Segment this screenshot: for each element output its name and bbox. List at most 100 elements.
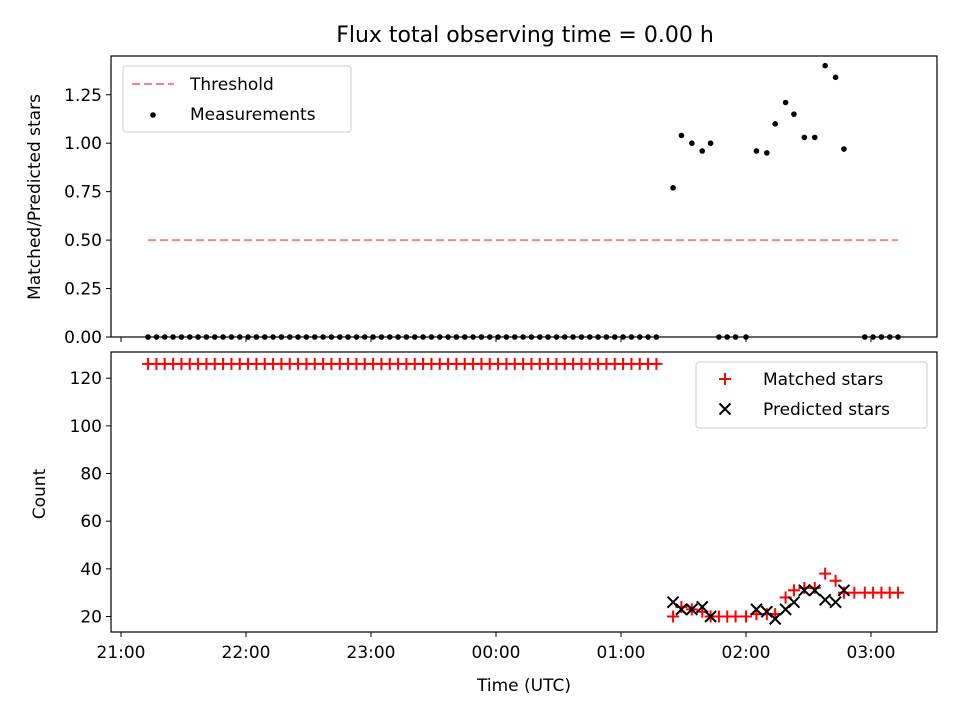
- measurement-point: [311, 334, 318, 340]
- measurement-point: [378, 334, 385, 340]
- measurement-point: [253, 334, 260, 340]
- count-legend: Matched stars Predicted stars: [695, 361, 928, 429]
- predicted-star-point: [818, 593, 832, 607]
- matched-legend-label: Matched stars: [763, 370, 883, 390]
- count-y-tick-label: 40: [80, 560, 102, 580]
- measurement-point: [645, 334, 651, 340]
- measurement-point: [611, 334, 618, 340]
- ratio-y-tick-label: 1.25: [64, 86, 102, 106]
- measurement-point: [320, 334, 326, 340]
- ratio-y-tick-label: 0.50: [64, 231, 102, 251]
- matched-star-point: [848, 586, 861, 599]
- count-y-tick-label: 60: [80, 512, 102, 532]
- measurement-point: [595, 334, 601, 340]
- ratio-y-tick-label: 0.25: [64, 280, 102, 300]
- matched-star-point: [829, 574, 842, 587]
- measurement-point: [503, 334, 510, 340]
- x-tick-label: 22:00: [222, 643, 271, 663]
- measurement-point: [361, 334, 368, 340]
- measurement-point: [670, 184, 676, 191]
- measurement-point: [878, 334, 885, 340]
- measurement-point: [553, 334, 560, 340]
- measurement-point: [336, 334, 343, 340]
- measurement-point: [303, 334, 310, 340]
- measurement-point: [528, 334, 535, 340]
- measurement-point: [603, 334, 610, 340]
- count-y-axis-label: Count: [30, 468, 50, 519]
- measurement-point: [811, 134, 818, 141]
- predicted-star-point-b: [760, 605, 774, 618]
- predicted-star-point-b: [685, 603, 699, 616]
- measurement-point: [791, 111, 797, 117]
- matched-star-point: [892, 586, 905, 599]
- predicted-star-point: [829, 596, 842, 609]
- measurement-point: [486, 334, 493, 340]
- measurement-point: [161, 334, 168, 340]
- count-legend-box: [695, 361, 928, 429]
- measurement-point: [782, 99, 789, 106]
- predicted-legend-swatch-b: [718, 402, 732, 416]
- measurement-point: [495, 334, 501, 340]
- measurement-point: [578, 334, 585, 340]
- measurement-point: [278, 334, 285, 340]
- measurement-point: [707, 140, 714, 147]
- matched-star-point: [740, 610, 752, 623]
- measurement-point: [545, 334, 551, 340]
- measurement-point: [678, 132, 685, 139]
- predicted-star-point-b: [675, 603, 688, 616]
- measurement-point: [261, 334, 268, 340]
- count-y-tick-label: 80: [80, 465, 102, 485]
- measurement-point: [753, 148, 760, 154]
- measurement-point: [841, 146, 847, 152]
- measurement-point: [620, 334, 626, 340]
- measurement-point: [411, 334, 418, 340]
- x-axis-label: Time (UTC): [476, 676, 571, 696]
- predicted-star-point-b: [798, 584, 811, 597]
- ratio-y-tick-label: 0.75: [64, 183, 102, 203]
- measurement-point: [145, 334, 151, 340]
- measurement-point: [520, 334, 526, 340]
- predicted-star-point: [768, 612, 782, 626]
- matched-star-point: [650, 357, 663, 370]
- predicted-star-point: [685, 603, 699, 616]
- matched-legend-swatch: [719, 373, 731, 385]
- ratio-y-tick-label: 1.00: [64, 134, 102, 154]
- measurement-point: [570, 334, 576, 340]
- measurement-point: [689, 140, 695, 147]
- count-y-tick-label: 100: [70, 417, 102, 437]
- predicted-star-point-b: [829, 596, 842, 609]
- measurement-point: [801, 134, 808, 141]
- matched-star-point: [667, 610, 680, 623]
- ratio-y-tick-label: 0.00: [64, 328, 102, 348]
- predicted-star-point-b: [837, 584, 851, 597]
- predicted-star-point: [798, 584, 811, 597]
- measurement-point: [636, 334, 643, 340]
- measurement-point: [345, 334, 351, 340]
- measurement-point: [328, 334, 335, 340]
- measurement-point: [295, 334, 301, 340]
- measurement-point: [861, 334, 868, 340]
- x-tick-label: 21:00: [97, 643, 146, 663]
- measurement-point: [228, 334, 235, 340]
- measurement-point: [453, 334, 460, 340]
- count-y-tick-label: 20: [80, 608, 102, 628]
- ratio-legend: Threshold Measurements: [122, 65, 352, 133]
- measurement-point: [772, 121, 778, 127]
- measurement-point: [420, 334, 426, 340]
- x-tick-label: 01:00: [597, 643, 646, 663]
- predicted-star-point-b: [704, 610, 717, 623]
- count-chart: 20 40 60 80 100 120 21:00 22:00 23:00 00:00 01:00 0…: [30, 351, 938, 696]
- predicted-star-point-b: [666, 596, 680, 609]
- measurement-point: [386, 334, 393, 340]
- predicted-star-point: [675, 603, 688, 616]
- ratio-chart: 0.00 0.25 0.50 0.75 1.00 1.25 Matched/Predicte…: [25, 55, 938, 348]
- measurement-point: [353, 334, 360, 340]
- measurement-point: [716, 334, 722, 340]
- measurement-legend-label: Measurements: [190, 105, 316, 125]
- predicted-star-point-b: [787, 596, 801, 609]
- ratio-y-axis-label: Matched/Predicted stars: [25, 94, 45, 300]
- measurement-point: [220, 334, 226, 340]
- measurement-point: [236, 334, 243, 340]
- measurement-point: [895, 334, 901, 340]
